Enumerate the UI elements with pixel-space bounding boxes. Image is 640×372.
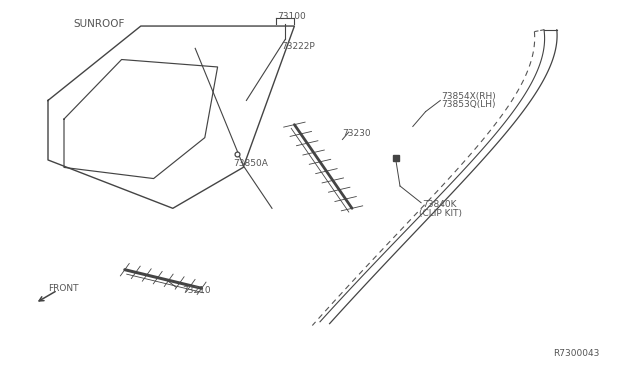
Text: (CLIP KIT): (CLIP KIT) [419, 209, 462, 218]
Text: 73840K: 73840K [422, 200, 457, 209]
Text: 73210: 73210 [182, 286, 211, 295]
Text: 73222P: 73222P [282, 42, 316, 51]
Text: 73853Q(LH): 73853Q(LH) [442, 100, 496, 109]
Text: FRONT: FRONT [48, 284, 79, 293]
Text: 73850A: 73850A [234, 159, 268, 168]
Text: 73230: 73230 [342, 129, 371, 138]
Text: 73854X(RH): 73854X(RH) [442, 92, 497, 101]
Text: SUNROOF: SUNROOF [74, 19, 125, 29]
Text: R7300043: R7300043 [554, 349, 600, 358]
Text: 73100: 73100 [277, 12, 305, 21]
